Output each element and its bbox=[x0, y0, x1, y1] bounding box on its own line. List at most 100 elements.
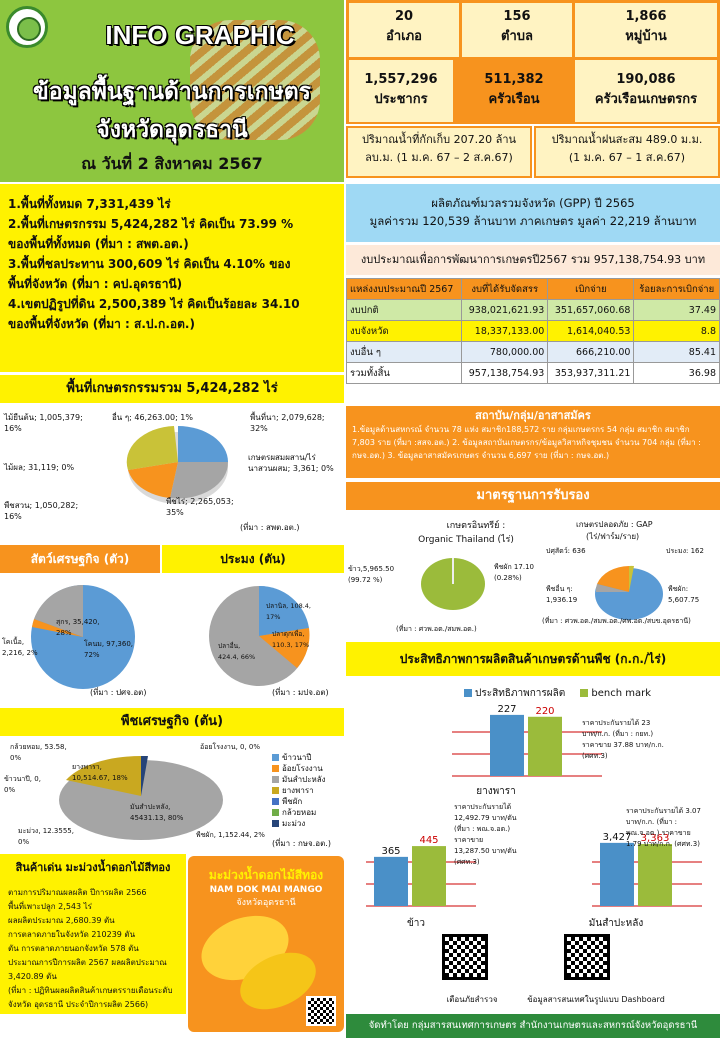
legend-swatch bbox=[272, 754, 279, 761]
source-note: (ที่มา : กษจ.อต.) bbox=[272, 839, 331, 848]
poster-qr-code[interactable] bbox=[306, 996, 336, 1026]
legend-swatch bbox=[272, 798, 279, 805]
stat-subdistricts: 156 ตำบล bbox=[462, 3, 572, 57]
stat-villages: 1,866 หมู่บ้าน bbox=[575, 3, 717, 57]
water-stored-line1: ปริมาณน้ำที่กักเก็บ 207.20 ล้าน bbox=[361, 133, 517, 146]
legend-label: กล้วยหอม bbox=[282, 808, 317, 817]
bar-value-label: 220 bbox=[535, 706, 554, 717]
stat-label: ครัวเรือนเกษตรกร bbox=[594, 92, 698, 107]
pie-label: มันสำปะหลัง, 45431.13, 80% bbox=[130, 803, 184, 822]
area-facts-box: 1.พื้นที่ทั้งหมด 7,331,439 ไร่ 2.พื้นที่… bbox=[0, 184, 344, 372]
pie-label: กล้วยหอม, 53.58, 0% bbox=[10, 743, 67, 762]
pie-label: พืชผัก 17.10 (0.28%) bbox=[494, 563, 534, 582]
qr-code-1[interactable] bbox=[442, 934, 488, 980]
organic-subtitle: Organic Thailand (ไร่) bbox=[418, 535, 514, 545]
table-cell: 8.8 bbox=[633, 320, 720, 342]
stat-farm-households: 190,086 ครัวเรือนเกษตรกร bbox=[575, 60, 717, 122]
pie-slice-horticulture bbox=[128, 462, 178, 498]
pie-label: ปลาอื่น, 424.4, 66% bbox=[218, 642, 256, 661]
stat-households: 511,382 ครัวเรือน bbox=[456, 60, 572, 122]
header-panel: INFO GRAPHIC ข้อมูลพื้นฐานด้านการเกษตร จ… bbox=[0, 0, 344, 182]
stat-label: ครัวเรือน bbox=[488, 92, 540, 107]
table-cell: งบจังหวัด bbox=[345, 320, 463, 342]
pie-label: ข้าวนาปี, 0, 0% bbox=[4, 775, 41, 794]
legend-swatch bbox=[272, 787, 279, 794]
institutions-text: 1.ข้อมูลด้านสหกรณ์ จำนวน 78 แห่ง สมาชิก1… bbox=[352, 425, 701, 460]
legend-label: ยางพารา bbox=[282, 786, 314, 795]
title-th-line2: จังหวัดอุดรธานี bbox=[96, 117, 248, 143]
legend-label: bench mark bbox=[591, 688, 652, 699]
gpp-box: ผลิตภัณฑ์มวลรวมจังหวัด (GPP) ปี 2565 มูลค… bbox=[346, 184, 720, 242]
pie-label: ประมง: 162 bbox=[666, 547, 704, 555]
bar-productivity bbox=[490, 714, 524, 776]
table-row: งบปกติ 938,021,621.93 351,657,060.68 37.49 bbox=[345, 299, 720, 321]
stat-value: 1,866 bbox=[625, 9, 667, 24]
table-cell: งบปกติ bbox=[345, 299, 463, 321]
pie-label: พืชไร่; 2,265,053; 35% bbox=[166, 497, 234, 517]
gap-pie bbox=[595, 565, 663, 620]
table-cell: 85.41 bbox=[633, 341, 720, 363]
fishery-pie bbox=[209, 585, 310, 686]
farm-area-pie bbox=[126, 426, 229, 504]
pie-label: โคนม, 97,360, 72% bbox=[84, 640, 134, 659]
mango-text: ประมาณการปีการผลิต 2567 ผลผลิตประมาณ bbox=[8, 958, 167, 967]
gap-title: เกษตรปลอดภัย : GAP bbox=[576, 520, 653, 529]
table-cell: 1,614,040.53 bbox=[547, 320, 635, 342]
budget-header: งบที่ได้รับจัดสรร bbox=[461, 278, 549, 300]
source-note: (ที่มา : ปศจ.อต) bbox=[90, 688, 147, 697]
qr-code-2[interactable] bbox=[564, 934, 610, 980]
crops-panel: กล้วยหอม, 53.58, 0% อ้อยโรงงาน, 0, 0% ข้… bbox=[0, 738, 344, 852]
bar-benchmark bbox=[638, 844, 672, 906]
pie-label: ปลานิล, 108.4, 17% bbox=[266, 602, 311, 621]
table-cell: 36.98 bbox=[633, 362, 720, 384]
legend-item: มะม่วง bbox=[272, 818, 342, 829]
area-fact: 2.พื้นที่เกษตรกรรม 5,424,282 ไร่ คิดเป็น… bbox=[8, 217, 294, 231]
legend-item: ยางพารา bbox=[272, 785, 342, 796]
livestock-panel: สุกร, 35,420, 28% โคเนื้อ, 2,216, 2% โคน… bbox=[0, 575, 160, 705]
pie-label: พืชผัก, 1,152.44, 2% bbox=[196, 831, 265, 839]
legend-swatch bbox=[464, 689, 472, 697]
farm-area-panel: ไม้ยืนต้น; 1,005,379; 16% อื่น ๆ; 46,263… bbox=[0, 404, 344, 540]
stat-label: ตำบล bbox=[501, 29, 533, 44]
pie-label: ไม้ยืนต้น; 1,005,379; 16% bbox=[4, 413, 83, 433]
gpp-line1: ผลิตภัณฑ์มวลรวมจังหวัด (GPP) ปี 2565 bbox=[431, 196, 635, 210]
legend-item: พืชผัก bbox=[272, 796, 342, 807]
stat-label: อำเภอ bbox=[386, 29, 422, 44]
crops-title: พืชเศรษฐกิจ (ตัน) bbox=[0, 708, 344, 736]
qr-label-1: เตือนภัยสำรวจ bbox=[446, 995, 498, 1004]
budget-title: งบประมาณเพื่อการพัฒนาการเกษตรปี2567 รวม … bbox=[346, 245, 720, 275]
stat-value: 156 bbox=[503, 9, 531, 24]
title-th-line1: ข้อมูลพื้นฐานด้านการเกษตร bbox=[32, 79, 311, 105]
legend-label: พืชผัก bbox=[282, 797, 303, 806]
gpp-line2: มูลค่ารวม 120,539 ล้านบาท ภาคเกษตร มูลค่… bbox=[369, 214, 697, 228]
efficiency-legend: ประสิทธิภาพการผลิต bench mark bbox=[464, 688, 684, 699]
stat-population: 1,557,296 ประชากร bbox=[349, 60, 453, 122]
rainfall-box: ปริมาณน้ำฝนสะสม 489.0 ม.ม. (1 ม.ค. 67 – 1… bbox=[534, 126, 720, 178]
legend-swatch bbox=[580, 689, 589, 697]
mango-text: การตลาดภายในจังหวัด 210239 ตัน bbox=[8, 930, 136, 939]
legend-label: อ้อยโรงงาน bbox=[282, 764, 323, 773]
pie-label: พืชอื่น ๆ: 1,936.19 bbox=[546, 585, 578, 604]
source-note: (ที่มา : ศวพ.อต./สมพ.อต.) bbox=[396, 625, 477, 633]
institutions-box: สถาบัน/กลุ่ม/อาสาสมัคร 1.ข้อมูลด้านสหกรณ… bbox=[346, 406, 720, 478]
decorative-pattern bbox=[190, 20, 320, 140]
mango-poster: มะม่วงน้ำดอกไม้สีทอง NAM DOK MAI MANGO จ… bbox=[188, 856, 344, 1032]
bar-benchmark bbox=[528, 716, 562, 776]
table-cell: 938,021,621.93 bbox=[461, 299, 549, 321]
title-en: INFO GRAPHIC bbox=[105, 20, 295, 50]
area-fact: 1.พื้นที่ทั้งหมด 7,331,439 ไร่ bbox=[8, 197, 171, 211]
bar-value-label: 365 bbox=[381, 846, 400, 857]
table-cell: 18,337,133.00 bbox=[461, 320, 549, 342]
pie-label: ยางพารา, 10,514.67, 18% bbox=[72, 763, 128, 782]
water-stored-box: ปริมาณน้ำที่กักเก็บ 207.20 ล้าน ลบ.ม. (1 … bbox=[346, 126, 532, 178]
organic-pie bbox=[421, 558, 485, 610]
legend-swatch bbox=[272, 765, 279, 772]
source-note: (ที่มา : มปจ.อต) bbox=[272, 688, 329, 697]
rainfall-line2: (1 ม.ค. 67 – 1 ส.ค.67) bbox=[568, 151, 686, 164]
pie-label: ปลาดุกเพื่อ, 110.3, 17% bbox=[272, 630, 310, 649]
stat-label: หมู่บ้าน bbox=[625, 29, 667, 44]
area-fact: ของพื้นที่จังหวัด (ที่มา : ส.ป.ก.อต.) bbox=[8, 317, 195, 331]
rice-note: ราคาประกันรายได้ 12,492.79 บาท/ตัน (ที่ม… bbox=[454, 803, 517, 866]
pie-label: โคเนื้อ, 2,216, 2% bbox=[2, 638, 38, 657]
pie-label: พืชผัก: 5,607.75 bbox=[668, 585, 700, 604]
